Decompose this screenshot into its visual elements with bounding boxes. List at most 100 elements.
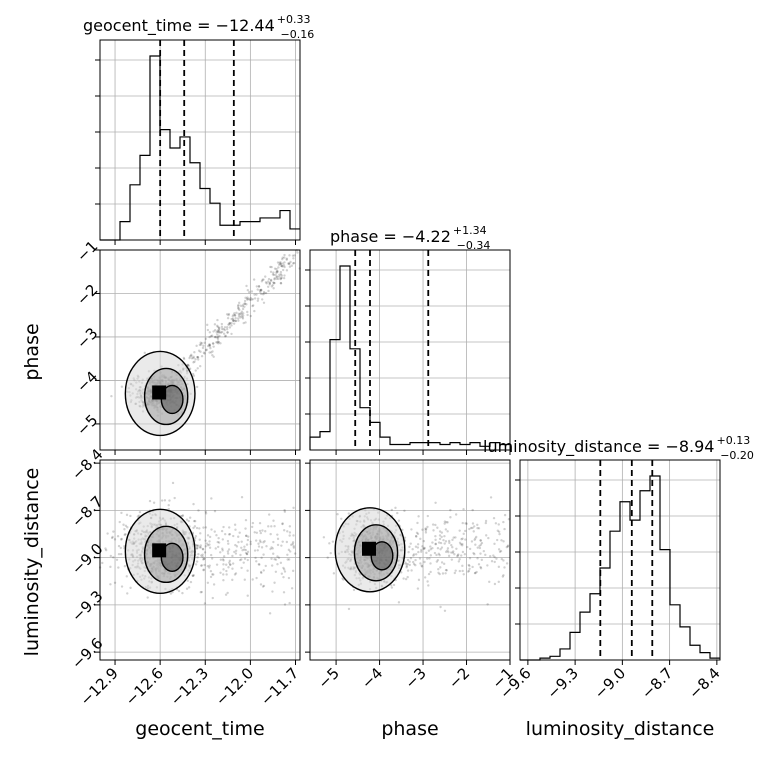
sample-point: [217, 328, 220, 331]
sample-point: [443, 542, 446, 545]
sample-point: [187, 364, 190, 368]
sample-point: [283, 510, 287, 513]
sample-point: [222, 559, 225, 562]
sample-point: [235, 311, 238, 315]
sample-point: [183, 357, 186, 361]
sample-point: [222, 573, 225, 576]
sample-point: [216, 324, 219, 327]
sample-point: [275, 269, 279, 273]
y-tick-label: −3: [73, 324, 101, 352]
sample-point: [112, 530, 115, 533]
sample-point: [288, 254, 291, 257]
sample-point: [280, 572, 284, 575]
sample-point: [336, 513, 339, 516]
sample-point: [269, 532, 272, 536]
sample-point: [496, 529, 500, 532]
sample-point: [264, 275, 267, 278]
sample-point: [267, 525, 270, 528]
sample-point: [229, 563, 232, 566]
sample-point: [478, 544, 481, 548]
sample-point: [232, 322, 236, 325]
sample-point: [253, 309, 256, 313]
sample-point: [247, 535, 250, 538]
sample-point: [251, 578, 254, 581]
sample-point: [293, 552, 297, 555]
sample-point: [249, 297, 253, 300]
sample-point: [259, 288, 263, 291]
sample-point: [443, 520, 447, 523]
sample-point: [447, 554, 451, 558]
sample-point: [217, 342, 220, 345]
sample-point: [226, 552, 230, 555]
sample-point: [274, 273, 277, 277]
sample-point: [409, 542, 412, 545]
sample-point: [245, 552, 249, 556]
sample-point: [352, 588, 356, 592]
sample-point: [245, 543, 249, 546]
sample-point: [256, 549, 259, 552]
sample-point: [265, 545, 268, 548]
sample-point: [328, 542, 331, 545]
sample-point: [478, 546, 482, 550]
sample-point: [208, 564, 211, 567]
sample-point: [279, 277, 282, 281]
sample-point: [195, 543, 198, 547]
sample-point: [394, 506, 397, 510]
sample-point: [438, 537, 442, 541]
sample-point: [246, 550, 250, 554]
sample-point: [245, 552, 249, 556]
sample-point: [194, 563, 198, 566]
sample-point: [488, 580, 491, 584]
sample-point: [116, 535, 120, 538]
sample-point: [467, 569, 471, 572]
sample-point: [208, 331, 212, 334]
panel-frame: [309, 249, 511, 451]
sample-point: [240, 546, 243, 549]
sample-point: [292, 546, 296, 549]
sample-point: [200, 341, 204, 345]
sample-point: [232, 313, 235, 317]
sample-point: [272, 287, 275, 290]
sample-point: [260, 280, 264, 283]
sample-point: [237, 312, 240, 316]
sample-point: [261, 298, 264, 301]
sample-point: [228, 561, 231, 564]
sample-point: [258, 539, 262, 542]
sample-point: [241, 549, 244, 552]
sample-point: [273, 277, 276, 280]
sample-point: [129, 514, 132, 518]
sample-point: [225, 573, 228, 576]
sample-point: [262, 541, 265, 544]
sample-point: [241, 317, 245, 320]
sample-point: [438, 534, 442, 537]
sample-point: [289, 550, 292, 553]
sample-point: [500, 539, 503, 542]
sample-point: [439, 566, 442, 569]
sample-point: [227, 533, 231, 536]
sample-point: [196, 355, 199, 359]
sample-point: [104, 547, 107, 550]
sample-point: [431, 546, 434, 550]
sample-point: [212, 345, 215, 348]
sample-point: [234, 319, 237, 323]
sample-point: [283, 603, 287, 606]
sample-point: [242, 561, 245, 564]
sample-point: [457, 553, 460, 556]
sample-point: [202, 351, 206, 354]
sample-point: [209, 569, 213, 573]
sample-point: [257, 563, 261, 566]
sample-point: [279, 277, 283, 280]
sample-point: [497, 548, 501, 551]
sample-point: [231, 317, 235, 320]
sample-point: [270, 265, 273, 269]
sample-point: [203, 563, 206, 567]
sample-point: [282, 529, 286, 532]
sample-point: [260, 571, 263, 575]
sample-point: [193, 519, 197, 523]
sample-point: [462, 508, 465, 511]
sample-point: [228, 322, 232, 325]
sample-point: [220, 327, 224, 331]
sample-point: [466, 545, 469, 549]
sample-point: [444, 572, 447, 575]
sample-point: [239, 558, 242, 562]
